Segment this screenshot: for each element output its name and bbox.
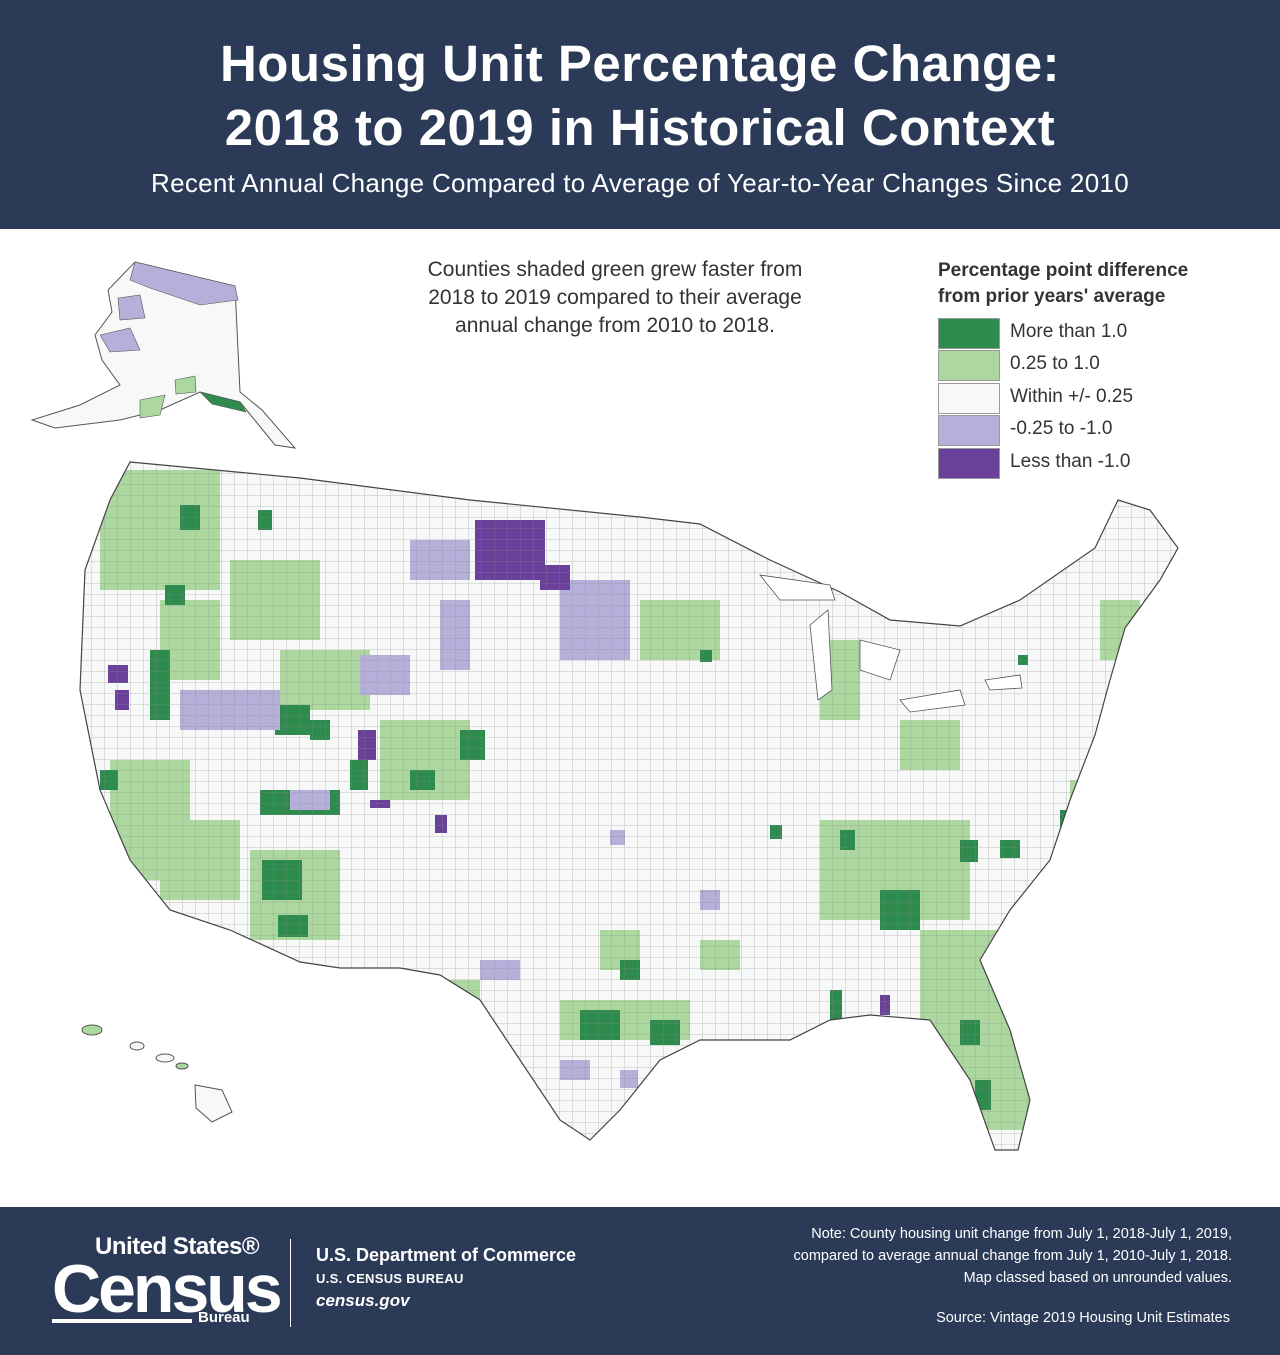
map-legend: Percentage point difference from prior y… xyxy=(938,258,1258,480)
footer-note: Note: County housing unit change from Ju… xyxy=(672,1223,1233,1289)
header-banner: Housing Unit Percentage Change: 2018 to … xyxy=(0,0,1280,229)
footer-banner: United States® Census Bureau U.S. Depart… xyxy=(0,1207,1280,1355)
census-logo-united-states: United States® xyxy=(95,1233,260,1260)
legend-swatch-light-purple xyxy=(938,415,1000,447)
census-logo-bureau: Bureau xyxy=(198,1309,250,1326)
note-line-1: Note: County housing unit change from Ju… xyxy=(811,1226,1232,1242)
legend-swatch-white xyxy=(938,382,1000,414)
legend-label: -0.25 to -1.0 xyxy=(1010,418,1113,440)
intro-text: Counties shaded green grew faster from 2… xyxy=(350,256,880,340)
legend-item-neg-0-25-to-neg-1: -0.25 to -1.0 xyxy=(938,415,1258,447)
footer-divider xyxy=(290,1239,291,1327)
legend-item-within: Within +/- 0.25 xyxy=(938,382,1258,415)
intro-line-2: 2018 to 2019 compared to their average xyxy=(428,286,802,309)
website-link[interactable]: census.gov xyxy=(316,1291,410,1310)
legend-title-line-1: Percentage point difference xyxy=(938,260,1189,281)
legend-item-more-than-1: More than 1.0 xyxy=(938,318,1258,350)
legend-title-line-2: from prior years' average xyxy=(938,286,1166,307)
department-name: U.S. Department of Commerce xyxy=(316,1245,577,1265)
map-title-line-1: Housing Unit Percentage Change: xyxy=(219,35,1061,92)
county-map xyxy=(30,261,1179,1151)
census-logo-wordmark: Census xyxy=(52,1251,283,1327)
legend-swatch-dark-green xyxy=(938,318,1000,349)
intro-line-1: Counties shaded green grew faster from xyxy=(427,258,803,281)
legend-label: Less than -1.0 xyxy=(1010,450,1131,472)
note-line-2: compared to average annual change from J… xyxy=(793,1248,1233,1264)
map-title-line-2: 2018 to 2019 in Historical Context xyxy=(224,99,1056,156)
bureau-name: U.S. CENSUS BUREAU xyxy=(316,1271,464,1286)
legend-label: 0.25 to 1.0 xyxy=(1010,353,1100,375)
legend-item-0-25-to-1: 0.25 to 1.0 xyxy=(938,350,1258,382)
great-lakes xyxy=(759,574,1023,713)
census-logo-bar xyxy=(52,1319,192,1323)
map-subtitle: Recent Annual Change Compared to Average… xyxy=(151,168,1129,198)
legend-label: Within +/- 0.25 xyxy=(1010,385,1134,407)
alaska-map xyxy=(30,261,297,449)
legend-swatch-dark-purple xyxy=(938,447,1000,479)
intro-line-3: annual change from 2010 to 2018. xyxy=(455,314,775,337)
legend-swatch-light-green xyxy=(938,350,1000,382)
note-line-3: Map classed based on unrounded values. xyxy=(963,1270,1232,1286)
legend-label: More than 1.0 xyxy=(1010,321,1128,342)
hawaii-map xyxy=(81,1024,233,1123)
source-note: Source: Vintage 2019 Housing Unit Estima… xyxy=(936,1310,1230,1326)
legend-item-less-than-neg-1: Less than -1.0 xyxy=(938,447,1258,480)
contiguous-us-map xyxy=(79,461,1179,1151)
